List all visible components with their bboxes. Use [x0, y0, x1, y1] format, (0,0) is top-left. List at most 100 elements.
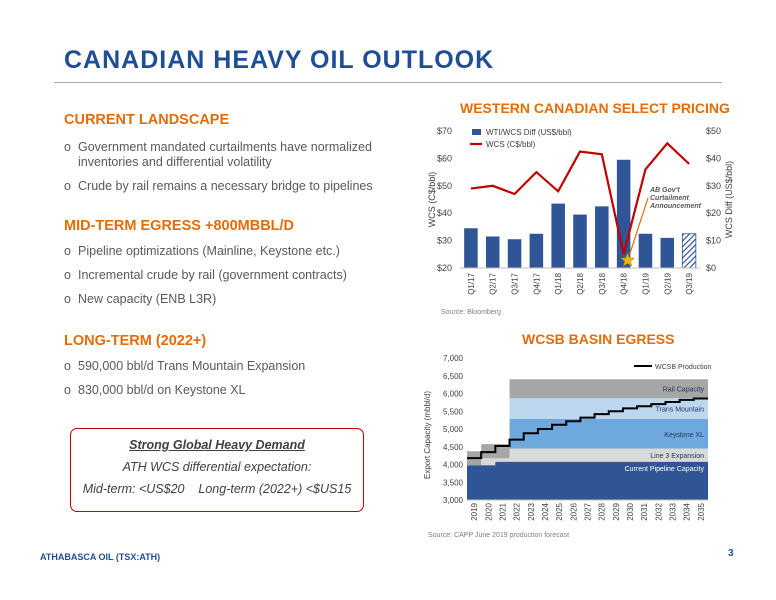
- x-tick-label: Q3/19: [685, 272, 694, 294]
- bullet-icon: o: [64, 244, 71, 258]
- bar-Q4/17: [529, 233, 544, 268]
- y-tick-label: $50: [437, 181, 452, 191]
- bullet-icon: o: [64, 359, 71, 373]
- title-divider: [54, 82, 722, 83]
- bar-Q1/17: [464, 228, 478, 268]
- list-item: o Crude by rail remains a necessary bridg…: [64, 179, 373, 193]
- x-tick-label: 2028: [598, 502, 607, 520]
- bar-Q3/18: [595, 206, 609, 268]
- x-tick-label: Q2/17: [489, 272, 498, 294]
- y-tick-label: 4,500: [443, 443, 464, 452]
- page-number: 3: [728, 548, 734, 559]
- bullet-icon: o: [64, 292, 71, 306]
- list-item: o Pipeline optimizations (Mainline, Keyst…: [64, 244, 340, 258]
- x-tick-label: Q4/17: [532, 272, 541, 294]
- list-item: o Incremental crude by rail (government c…: [64, 268, 347, 282]
- x-tick-label: Q1/18: [554, 272, 563, 294]
- list-item: o Government mandated curtailments have n…: [64, 140, 372, 169]
- y-tick-label: $70: [437, 126, 452, 136]
- y-tick-label: 6,500: [443, 372, 464, 381]
- y-tick-label: 3,000: [443, 496, 464, 505]
- annotation-text: AB Gov't: [649, 187, 680, 194]
- x-tick-label: Q2/18: [576, 272, 585, 294]
- list-item: o 590,000 bbl/d Trans Mountain Expansion: [64, 359, 306, 373]
- legend-swatch-diff: [472, 129, 481, 135]
- x-tick-label: 2024: [541, 502, 550, 520]
- x-tick-label: 2023: [527, 502, 536, 520]
- x-tick-label: 2029: [612, 502, 621, 520]
- heading-long-term: LONG-TERM (2022+): [64, 333, 207, 349]
- x-tick-label: 2021: [498, 502, 507, 520]
- wcs-pricing-chart-title: WESTERN CANADIAN SELECT PRICING: [460, 100, 730, 116]
- bullet-icon: o: [64, 179, 71, 193]
- y-tick-label: $30: [437, 236, 452, 246]
- x-tick-label: 2020: [484, 502, 493, 520]
- x-tick-label: 2019: [470, 502, 479, 520]
- bullet-icon: o: [64, 383, 71, 397]
- x-tick-label: 2027: [584, 502, 593, 520]
- y-right-tick-label: $0: [706, 263, 716, 273]
- area-label: Keystone XL: [664, 432, 704, 439]
- y-axis-label: Export Capacity (mbbl/d): [423, 391, 432, 479]
- bar-Q2/19: [660, 237, 675, 268]
- list-mid-term-egress: o Pipeline optimizations (Mainline, Keyst…: [64, 244, 394, 316]
- x-tick-label: Q1/17: [467, 272, 476, 294]
- callout-heading: Strong Global Heavy Demand: [129, 438, 305, 452]
- y-tick-label: 5,000: [443, 425, 464, 434]
- y-axis-label: WCS (C$/bbl): [427, 172, 437, 228]
- heading-current-landscape: CURRENT LANDSCAPE: [64, 112, 230, 128]
- area-label: Line 3 Expansion: [650, 453, 704, 460]
- annotation-text: Announcement: [649, 203, 702, 210]
- x-tick-label: 2034: [683, 502, 692, 520]
- area-label: Trans Mountain: [656, 407, 704, 414]
- x-tick-label: Q1/19: [641, 272, 650, 294]
- y-tick-label: $40: [437, 208, 452, 218]
- x-tick-label: 2032: [654, 502, 663, 520]
- chart-source: Source: Bloomberg: [441, 309, 501, 316]
- bar-Q1/19: [638, 233, 653, 268]
- y-right-tick-label: $40: [706, 153, 721, 163]
- footer-company: ATHABASCA OIL (TSX:ATH): [40, 552, 161, 562]
- area-current-pipeline-capacity: [467, 461, 708, 500]
- bar-Q1/18: [551, 203, 565, 268]
- y-tick-label: $60: [437, 153, 452, 163]
- area-label: Rail Capacity: [663, 387, 705, 394]
- y-tick-label: 7,000: [443, 354, 464, 363]
- callout-expectation: Mid-term: <US$20 Long-term (2022+) <$US1…: [82, 482, 352, 496]
- bar-Q2/17: [485, 236, 500, 268]
- x-tick-label: Q2/19: [663, 272, 672, 294]
- page-title: CANADIAN HEAVY OIL OUTLOOK: [64, 46, 495, 74]
- annotation-arrow: [629, 197, 649, 255]
- legend-label-diff: WTI/WCS Diff (US$/bbl): [486, 128, 572, 137]
- legend-label-wcs: WCS (C$/bbl): [486, 140, 536, 149]
- x-tick-label: Q4/18: [620, 272, 629, 294]
- x-tick-label: 2031: [640, 502, 649, 520]
- y-right-tick-label: $10: [706, 236, 721, 246]
- differential-callout: Strong Global Heavy Demand ATH WCS diffe…: [70, 428, 364, 512]
- y-tick-label: $20: [437, 263, 452, 273]
- bar-Q3/17: [507, 239, 522, 268]
- series-line-wcs: [470, 141, 690, 255]
- y-tick-label: 5,500: [443, 407, 464, 416]
- x-tick-label: 2025: [555, 502, 564, 520]
- y-right-axis-label: WCS Diff (US$/bbl): [724, 161, 734, 238]
- bullet-icon: o: [64, 140, 71, 154]
- y-right-tick-label: $20: [706, 208, 721, 218]
- y-tick-label: 4,000: [443, 461, 464, 470]
- legend-label-production: WCSB Production: [655, 364, 712, 371]
- list-item: o New capacity (ENB L3R): [64, 292, 217, 306]
- x-tick-label: Q3/17: [511, 272, 520, 294]
- series-line-production: [467, 397, 708, 460]
- area-label: Current Pipeline Capacity: [625, 466, 705, 473]
- y-tick-label: 6,000: [443, 390, 464, 399]
- bar-Q3/19: [681, 233, 697, 269]
- basin-egress-chart-title: WCSB BASIN EGRESS: [522, 331, 675, 347]
- star-icon: [620, 252, 636, 267]
- x-tick-label: 2022: [513, 502, 522, 520]
- callout-subheading: ATH WCS differential expectation:: [122, 460, 312, 474]
- bar-Q2/18: [573, 214, 587, 268]
- x-tick-label: 2030: [626, 502, 635, 520]
- list-item: o 830,000 bbl/d on Keystone XL: [64, 383, 246, 397]
- x-tick-label: 2026: [569, 502, 578, 520]
